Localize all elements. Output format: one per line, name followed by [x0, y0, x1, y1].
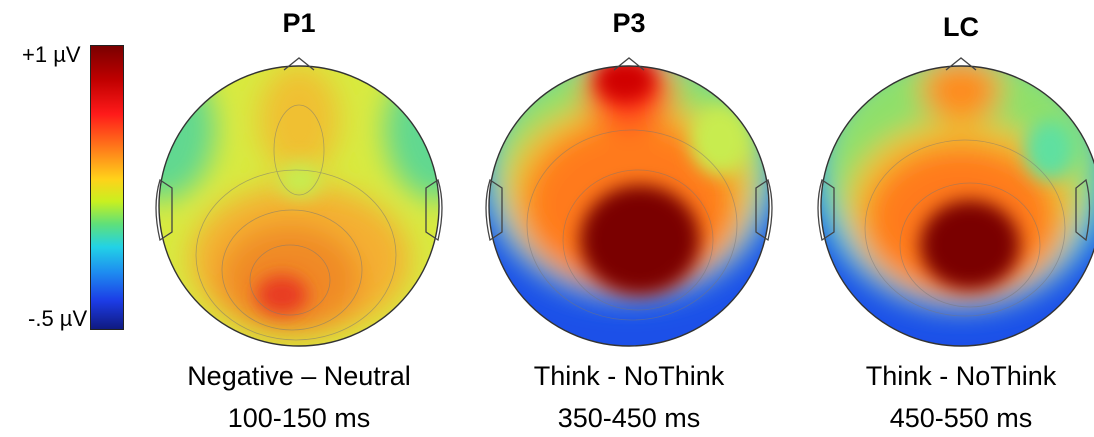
- map-title-p3: P3: [612, 8, 646, 38]
- topomap-lc: [817, 57, 1094, 347]
- map-title-p1: P1: [282, 8, 316, 38]
- colorbar: +1 µV -.5 µV: [0, 0, 140, 437]
- colorbar-min-label: -.5 µV: [28, 306, 88, 331]
- topomap-p3: [485, 57, 773, 347]
- time-window-p3: 350-450 ms: [557, 403, 701, 433]
- colorbar-gradient: [90, 45, 124, 330]
- caption-p1: Negative – Neutral 100-150 ms: [139, 358, 459, 436]
- topomap-p1: [155, 57, 443, 347]
- contrast-label-p3: Think - NoThink: [533, 361, 725, 391]
- caption-lc: Think - NoThink 450-550 ms: [801, 358, 1094, 436]
- map-title-lc: LC: [943, 12, 979, 42]
- time-window-lc: 450-550 ms: [889, 403, 1033, 433]
- contrast-label-lc: Think - NoThink: [865, 361, 1057, 391]
- time-window-p1: 100-150 ms: [227, 403, 371, 433]
- caption-p3: Think - NoThink 350-450 ms: [469, 358, 789, 436]
- colorbar-max-label: +1 µV: [22, 42, 81, 67]
- contrast-label-p1: Negative – Neutral: [187, 361, 411, 391]
